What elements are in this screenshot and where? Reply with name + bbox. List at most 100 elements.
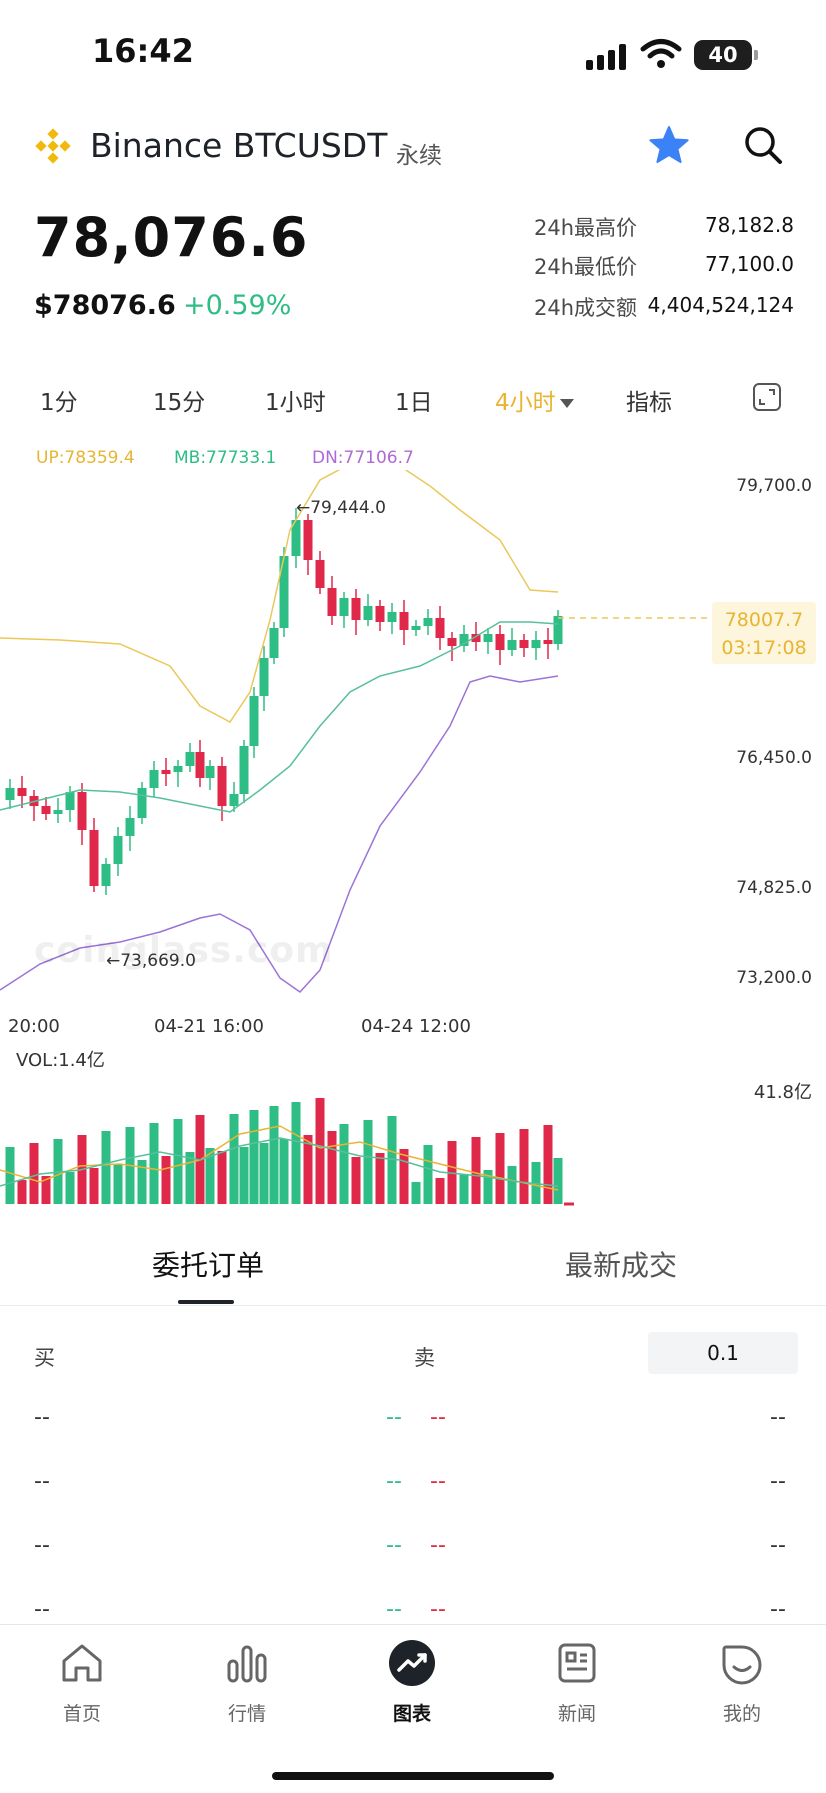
kline-chart[interactable] bbox=[0, 470, 826, 1210]
divider bbox=[0, 1305, 826, 1306]
home-icon bbox=[62, 1644, 102, 1682]
home-indicator bbox=[272, 1772, 554, 1780]
volume-bar bbox=[41, 1176, 51, 1204]
candle bbox=[327, 588, 337, 616]
candle bbox=[351, 598, 361, 620]
candle bbox=[249, 696, 259, 746]
volume-bar bbox=[269, 1106, 279, 1204]
high-price-label: ←79,444.0 bbox=[296, 498, 386, 518]
candle bbox=[387, 612, 397, 622]
nav-market-label: 行情 bbox=[227, 1703, 266, 1725]
candle bbox=[77, 792, 87, 830]
candle bbox=[125, 818, 135, 836]
tab-interval-15m[interactable]: 15分 bbox=[153, 390, 206, 416]
candle bbox=[447, 638, 457, 646]
nav-market[interactable]: 行情 bbox=[187, 1639, 307, 1726]
candle bbox=[101, 864, 111, 886]
volume-bars-layer bbox=[5, 1098, 563, 1204]
x-tick: 04-21 16:00 bbox=[154, 1016, 264, 1037]
candle bbox=[239, 746, 249, 794]
candle bbox=[495, 634, 505, 650]
volume-bar bbox=[149, 1123, 159, 1204]
boll-mb-label: MB:77733.1 bbox=[174, 448, 277, 468]
precision-selector[interactable]: 0.1 bbox=[648, 1332, 798, 1374]
search-icon[interactable] bbox=[742, 124, 784, 166]
wifi-icon bbox=[640, 39, 682, 68]
candle bbox=[375, 606, 385, 622]
active-tab-underline bbox=[178, 1300, 234, 1304]
nav-home-label: 首页 bbox=[62, 1703, 101, 1725]
battery-tip bbox=[754, 50, 758, 60]
candles-layer bbox=[5, 508, 563, 895]
volume-24h-label: 24h成交额 bbox=[534, 296, 638, 320]
volume-bar bbox=[173, 1119, 183, 1204]
candle bbox=[53, 810, 63, 814]
tab-latest-trades[interactable]: 最新成交 bbox=[565, 1249, 678, 1282]
ask-price: -- bbox=[430, 1597, 446, 1622]
candle bbox=[471, 634, 481, 642]
contract-type-tag: 永续 bbox=[396, 143, 442, 169]
bid-price: -- bbox=[386, 1469, 402, 1494]
candle bbox=[363, 606, 373, 620]
candle bbox=[173, 766, 183, 772]
volume-bar bbox=[259, 1143, 269, 1204]
buy-column-header: 买 bbox=[34, 1346, 55, 1370]
nav-chart-label: 图表 bbox=[392, 1703, 431, 1725]
volume-bar bbox=[185, 1152, 195, 1204]
volume-bar bbox=[387, 1116, 397, 1204]
candle bbox=[543, 640, 553, 644]
nav-chart[interactable]: 图表 bbox=[352, 1639, 472, 1726]
volume-bar bbox=[553, 1158, 563, 1204]
bid-price: -- bbox=[386, 1597, 402, 1622]
volume-bar bbox=[459, 1174, 469, 1204]
candle bbox=[137, 788, 147, 818]
candle bbox=[435, 618, 445, 638]
tab-interval-1d[interactable]: 1日 bbox=[395, 390, 433, 416]
tab-interval-4h[interactable]: 4小时 bbox=[495, 383, 574, 417]
volume-bar bbox=[303, 1135, 313, 1204]
symbol-title[interactable]: Binance BTCUSDT bbox=[90, 126, 388, 165]
volume-max-label: 41.8亿 bbox=[753, 1082, 812, 1103]
bid-qty: -- bbox=[34, 1597, 50, 1622]
candle bbox=[483, 634, 493, 642]
volume-bar bbox=[249, 1110, 259, 1204]
candle bbox=[217, 766, 227, 806]
candle bbox=[229, 794, 239, 806]
y-tick: 76,450.0 bbox=[736, 748, 812, 768]
volume-bar bbox=[327, 1131, 337, 1204]
volume-bar bbox=[89, 1168, 99, 1204]
volume-bar bbox=[205, 1148, 215, 1204]
nav-news[interactable]: 新闻 bbox=[517, 1639, 637, 1726]
candle bbox=[423, 618, 433, 626]
volume-label: VOL:1.4亿 bbox=[16, 1050, 105, 1071]
tab-interval-1h[interactable]: 1小时 bbox=[265, 390, 326, 416]
fullscreen-icon[interactable] bbox=[752, 382, 782, 412]
volume-bar bbox=[137, 1160, 147, 1204]
candle bbox=[205, 766, 215, 778]
tab-open-orders[interactable]: 委托订单 bbox=[152, 1249, 265, 1282]
volume-bar bbox=[399, 1149, 409, 1204]
volume-bar bbox=[291, 1102, 301, 1204]
low-24h-label: 24h最低价 bbox=[534, 255, 638, 279]
cellular-signal-icon bbox=[586, 44, 626, 70]
bid-qty: -- bbox=[34, 1469, 50, 1494]
ask-qty: -- bbox=[770, 1597, 786, 1622]
volume-bar bbox=[471, 1137, 481, 1204]
volume-bar bbox=[411, 1182, 421, 1204]
star-icon[interactable] bbox=[648, 124, 690, 166]
boll-middle-band bbox=[0, 621, 559, 813]
nav-home[interactable]: 首页 bbox=[22, 1639, 142, 1726]
high-24h-label: 24h最高价 bbox=[534, 216, 638, 240]
volume-bar bbox=[543, 1125, 553, 1204]
volume-bar bbox=[5, 1147, 15, 1204]
tab-interval-1m[interactable]: 1分 bbox=[40, 390, 78, 416]
candle bbox=[17, 788, 27, 796]
market-bars-icon bbox=[227, 1645, 267, 1683]
tab-indicators[interactable]: 指标 bbox=[626, 390, 672, 416]
binance-logo-icon bbox=[35, 128, 71, 164]
ask-price: -- bbox=[430, 1469, 446, 1494]
candle bbox=[399, 612, 409, 630]
nav-profile[interactable]: 我的 bbox=[682, 1639, 802, 1726]
tab-interval-4h-label: 4小时 bbox=[495, 390, 556, 416]
candle bbox=[259, 658, 269, 696]
